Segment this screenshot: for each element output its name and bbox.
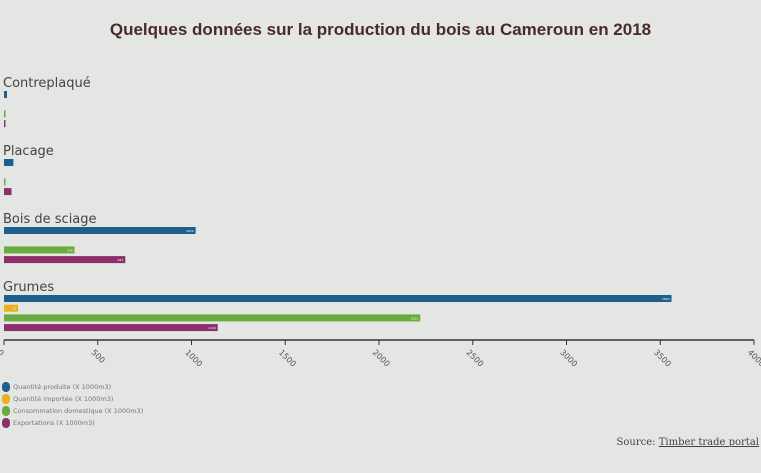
data-label: 1140 — [208, 326, 216, 330]
data-label: 1022 — [186, 229, 194, 233]
data-label: 2220 — [411, 316, 419, 320]
source-link[interactable]: Timber trade portal — [658, 437, 759, 448]
chart-title: Quelques données sur la production du bo… — [109, 20, 652, 39]
x-tick-label: 2000 — [371, 348, 392, 369]
legend: Quantité produite (X 1000m3) Quantité imp… — [2, 381, 143, 429]
source-label: Source: — [616, 437, 656, 448]
bar — [4, 256, 126, 264]
bar-chart: Contreplaqué Placage Bois de sciage 1022 376… — [0, 76, 761, 369]
bar — [4, 188, 12, 196]
data-label: 647 — [118, 258, 124, 262]
legend-swatch — [2, 382, 10, 392]
source-note: Source: Timber trade portal — [617, 437, 759, 448]
data-label: 376 — [67, 248, 73, 252]
data-label: 3560 — [662, 297, 670, 301]
bar — [4, 120, 6, 128]
x-tick-label: 1000 — [183, 348, 204, 369]
bar — [4, 159, 14, 166]
bar — [4, 110, 6, 118]
bar — [4, 295, 672, 302]
bar — [4, 246, 75, 254]
x-tick-label: 3000 — [558, 348, 579, 369]
data-label: 75 — [12, 307, 16, 311]
category-label: Bois de sciage — [3, 212, 97, 227]
legend-label: Consommation domestique (X 1000m3) — [13, 407, 144, 415]
bar — [4, 178, 6, 186]
legend-swatch — [2, 394, 10, 404]
category-label: Grumes — [3, 280, 54, 295]
bar — [4, 314, 421, 322]
legend-swatch — [2, 406, 10, 416]
bar — [4, 304, 19, 312]
legend-label: Quantité produite (X 1000m3) — [13, 383, 112, 391]
bar — [4, 91, 7, 98]
legend-label: Exportations (X 1000m3) — [13, 419, 95, 427]
x-tick-label: 500 — [90, 348, 107, 365]
category-label: Placage — [3, 144, 54, 159]
x-tick-label: 1500 — [277, 348, 298, 369]
x-tick-label: 0 — [0, 348, 6, 358]
x-tick-label: 3500 — [652, 348, 673, 369]
legend-item[interactable]: Consommation domestique (X 1000m3) — [2, 405, 143, 417]
category-label: Contreplaqué — [3, 76, 91, 91]
bar — [4, 227, 196, 234]
x-tick-label: 2500 — [465, 348, 486, 369]
legend-item[interactable]: Quantité produite (X 1000m3) — [2, 381, 143, 393]
legend-item[interactable]: Exportations (X 1000m3) — [2, 417, 143, 429]
legend-swatch — [2, 418, 10, 428]
bar — [4, 324, 218, 332]
legend-item[interactable]: Quantité importée (X 1000m3) — [2, 393, 143, 405]
legend-label: Quantité importée (X 1000m3) — [13, 395, 114, 403]
x-tick-label: 4000 — [746, 348, 761, 369]
